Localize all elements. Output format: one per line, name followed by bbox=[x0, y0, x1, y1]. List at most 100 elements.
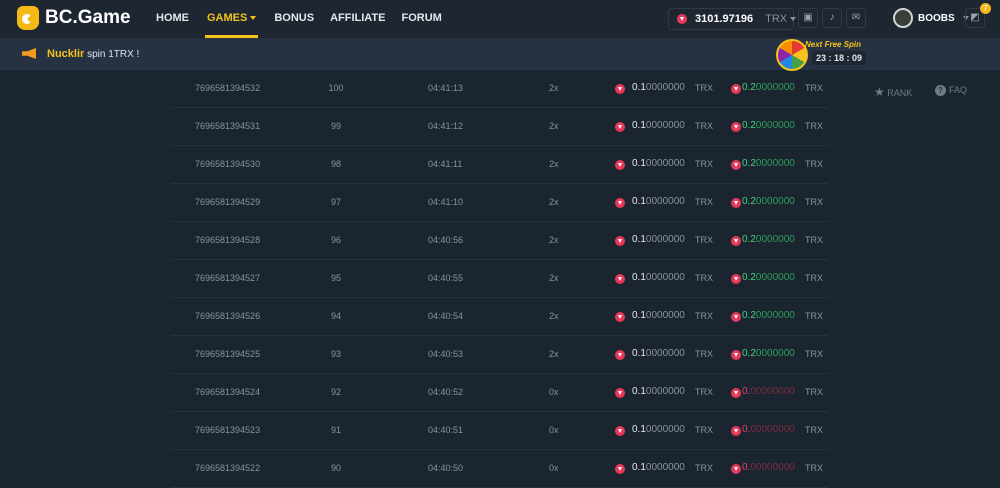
payout-minor: 0000000 bbox=[755, 310, 795, 321]
table-row[interactable]: 7696581394525 93 04:40:53 2x 0.10000000 … bbox=[171, 336, 828, 374]
bet-id[interactable]: 7696581394526 bbox=[195, 311, 261, 321]
bet-time: 04:40:50 bbox=[428, 463, 464, 473]
table-row[interactable]: 7696581394522 90 04:40:50 0x 0.10000000 … bbox=[171, 450, 828, 488]
trx-coin-icon bbox=[615, 122, 625, 132]
trx-coin-icon bbox=[731, 236, 741, 246]
payout-major: 0. bbox=[742, 462, 751, 473]
trx-coin-icon bbox=[731, 84, 741, 94]
bet-currency: TRX bbox=[695, 121, 713, 131]
amount-major: 0.1 bbox=[632, 310, 646, 321]
bet-multiplier: 2x bbox=[549, 273, 559, 283]
bet-amount: 0.10000000 bbox=[632, 120, 685, 131]
trx-coin-icon bbox=[731, 274, 741, 284]
amount-minor: 0000000 bbox=[645, 462, 685, 473]
username: BOOBS bbox=[918, 12, 955, 24]
bet-id[interactable]: 7696581394524 bbox=[195, 387, 261, 397]
nav-forum[interactable]: FORUM bbox=[401, 12, 442, 24]
user-menu[interactable]: BOOBS bbox=[893, 8, 969, 28]
nav-affiliate[interactable]: AFFILIATE bbox=[330, 12, 386, 24]
amount-major: 0.1 bbox=[632, 272, 646, 283]
megaphone-icon bbox=[22, 48, 36, 59]
table-row[interactable]: 7696581394523 91 04:40:51 0x 0.10000000 … bbox=[171, 412, 828, 450]
star-icon: ★ bbox=[874, 85, 885, 99]
payout-major: 0.2 bbox=[742, 272, 756, 283]
table-row[interactable]: 7696581394528 96 04:40:56 2x 0.10000000 … bbox=[171, 222, 828, 260]
payout-amount: 0.20000000 bbox=[742, 196, 795, 207]
question-icon: ? bbox=[935, 85, 946, 96]
bet-amount: 0.10000000 bbox=[632, 234, 685, 245]
amount-minor: 0000000 bbox=[645, 272, 685, 283]
bet-number: 90 bbox=[330, 463, 341, 473]
table-row[interactable]: 7696581394531 99 04:41:12 2x 0.10000000 … bbox=[171, 108, 828, 146]
amount-major: 0.1 bbox=[632, 196, 646, 207]
amount-major: 0.1 bbox=[632, 120, 646, 131]
bell-icon[interactable]: ♪ bbox=[822, 8, 842, 28]
bet-time: 04:40:54 bbox=[428, 311, 464, 321]
bet-amount: 0.10000000 bbox=[632, 386, 685, 397]
balance-selector[interactable]: 3101.97196 TRX bbox=[668, 8, 797, 30]
payout-currency: TRX bbox=[805, 159, 823, 169]
bet-id[interactable]: 7696581394523 bbox=[195, 425, 261, 435]
faq-link[interactable]: ? FAQ bbox=[935, 85, 967, 96]
bet-currency: TRX bbox=[695, 235, 713, 245]
trx-coin-icon bbox=[615, 426, 625, 436]
rank-label: RANK bbox=[887, 88, 913, 98]
bet-amount: 0.10000000 bbox=[632, 196, 685, 207]
bet-id[interactable]: 7696581394530 bbox=[195, 159, 261, 169]
bet-multiplier: 2x bbox=[549, 311, 559, 321]
rank-link[interactable]: ★ RANK bbox=[874, 85, 912, 99]
trx-coin-icon bbox=[731, 464, 741, 474]
amount-minor: 0000000 bbox=[645, 386, 685, 397]
table-row[interactable]: 7696581394530 98 04:41:11 2x 0.10000000 … bbox=[171, 146, 828, 184]
table-row[interactable]: 7696581394532 100 04:41:13 2x 0.10000000… bbox=[171, 70, 828, 108]
trx-coin-icon bbox=[731, 122, 741, 132]
trx-coin-icon bbox=[615, 236, 625, 246]
chat-button[interactable]: ◩ bbox=[965, 8, 985, 28]
amount-minor: 0000000 bbox=[645, 424, 685, 435]
amount-major: 0.1 bbox=[632, 234, 646, 245]
amount-major: 0.1 bbox=[632, 348, 646, 359]
spin-wheel-icon[interactable] bbox=[776, 39, 808, 71]
bet-id[interactable]: 7696581394525 bbox=[195, 349, 261, 359]
payout-minor: 0000000 bbox=[755, 158, 795, 169]
announcement-user: Nucklir bbox=[47, 48, 85, 60]
amount-minor: 0000000 bbox=[645, 158, 685, 169]
mail-icon[interactable]: ✉ bbox=[846, 8, 866, 28]
amount-minor: 0000000 bbox=[645, 348, 685, 359]
trx-coin-icon bbox=[615, 464, 625, 474]
bet-id[interactable]: 7696581394527 bbox=[195, 273, 261, 283]
table-row[interactable]: 7696581394526 94 04:40:54 2x 0.10000000 … bbox=[171, 298, 828, 336]
table-row[interactable]: 7696581394527 95 04:40:55 2x 0.10000000 … bbox=[171, 260, 828, 298]
payout-major: 0.2 bbox=[742, 348, 756, 359]
wallet-button[interactable]: ▣ bbox=[798, 8, 818, 28]
nav-bonus[interactable]: BONUS bbox=[274, 12, 315, 24]
payout-amount: 0.20000000 bbox=[742, 348, 795, 359]
nav-games[interactable]: GAMES bbox=[205, 0, 259, 38]
bet-id[interactable]: 7696581394532 bbox=[195, 83, 261, 93]
table-row[interactable]: 7696581394529 97 04:41:10 2x 0.10000000 … bbox=[171, 184, 828, 222]
payout-amount: 0.00000000 bbox=[742, 462, 795, 473]
nav-home[interactable]: HOME bbox=[156, 12, 189, 24]
bet-id[interactable]: 7696581394528 bbox=[195, 235, 261, 245]
chevron-down-icon bbox=[250, 16, 257, 21]
bet-id[interactable]: 7696581394522 bbox=[195, 463, 261, 473]
bet-id[interactable]: 7696581394531 bbox=[195, 121, 261, 131]
bet-currency: TRX bbox=[695, 83, 713, 93]
bet-multiplier: 2x bbox=[549, 83, 559, 93]
payout-major: 0.2 bbox=[742, 310, 756, 321]
logo[interactable]: BC.Game bbox=[17, 6, 131, 30]
trx-coin-icon bbox=[731, 426, 741, 436]
amount-major: 0.1 bbox=[632, 158, 646, 169]
trx-coin-icon bbox=[615, 84, 625, 94]
amount-major: 0.1 bbox=[632, 386, 646, 397]
bet-id[interactable]: 7696581394529 bbox=[195, 197, 261, 207]
bet-currency: TRX bbox=[695, 273, 713, 283]
bet-currency: TRX bbox=[695, 349, 713, 359]
payout-amount: 0.20000000 bbox=[742, 310, 795, 321]
payout-minor: 0000000 bbox=[755, 272, 795, 283]
bet-number: 94 bbox=[330, 311, 341, 321]
bet-multiplier: 0x bbox=[549, 425, 559, 435]
payout-minor: 00000000 bbox=[750, 386, 795, 397]
table-row[interactable]: 7696581394524 92 04:40:52 0x 0.10000000 … bbox=[171, 374, 828, 412]
payout-currency: TRX bbox=[805, 235, 823, 245]
